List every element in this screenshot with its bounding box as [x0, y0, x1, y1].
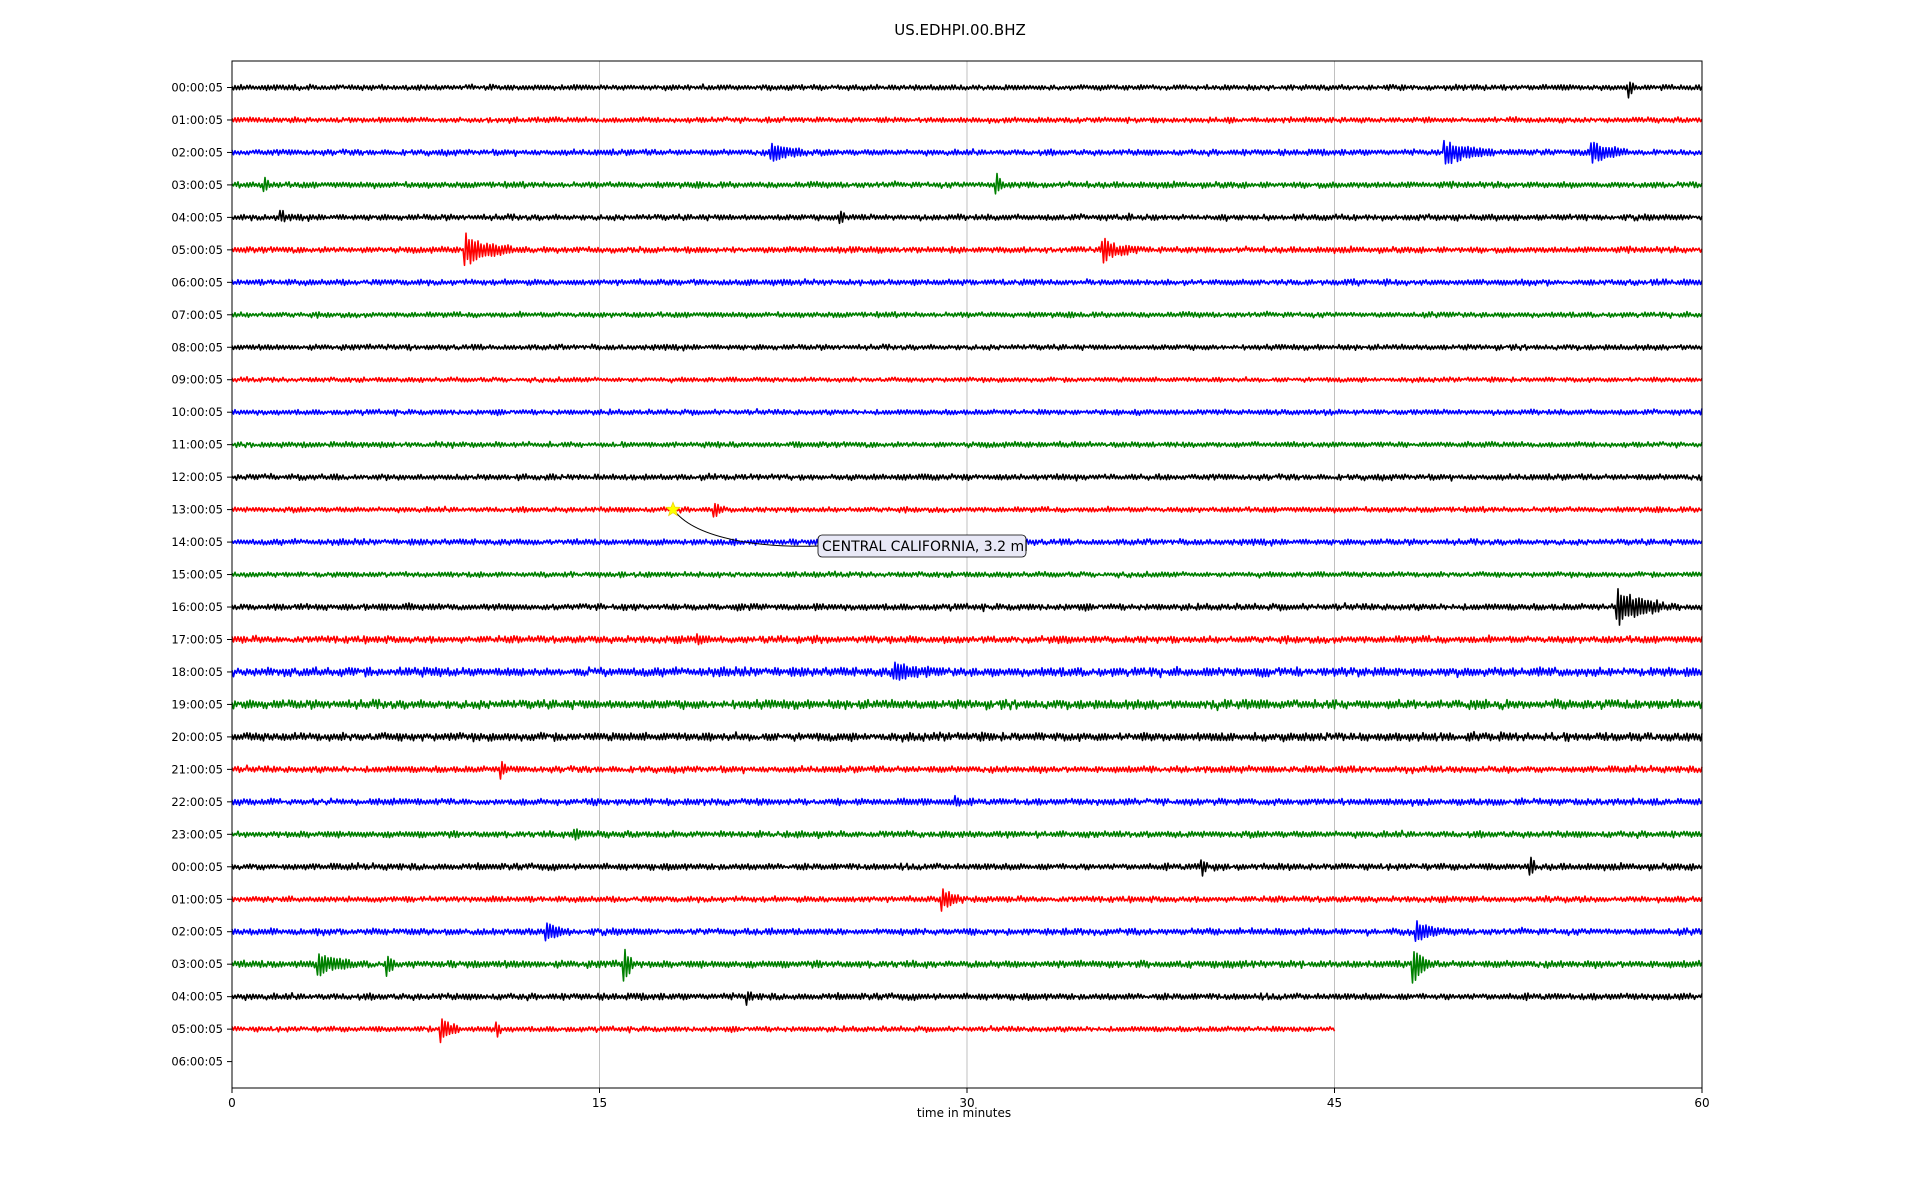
trace-row — [231, 794, 1703, 807]
trace-row — [231, 408, 1703, 417]
row-time-labels: 00:00:05 01:00:05 02:00:05 03:00:05 04:00:05… — [171, 81, 232, 1069]
trace-row — [231, 172, 1703, 195]
x-axis-ticks: 0 15 30 45 60 — [228, 1088, 1710, 1110]
x-tick-label: 30 — [959, 1096, 974, 1110]
row-time-label: 03:00:05 — [171, 178, 223, 192]
x-axis-label: time in minutes — [917, 1106, 1011, 1120]
trace-row — [231, 278, 1703, 287]
trace-row — [231, 1018, 1336, 1044]
row-time-label: 00:00:05 — [171, 81, 223, 95]
row-time-label: 01:00:05 — [171, 113, 223, 127]
row-time-label: 11:00:05 — [171, 438, 223, 452]
row-time-label: 22:00:05 — [171, 795, 223, 809]
trace-row — [231, 343, 1703, 352]
trace-row — [231, 502, 1703, 518]
trace-row — [231, 588, 1703, 626]
row-time-label: 08:00:05 — [171, 340, 223, 354]
row-time-label: 14:00:05 — [171, 535, 223, 549]
row-time-label: 18:00:05 — [171, 665, 223, 679]
row-time-label: 09:00:05 — [171, 373, 223, 387]
annotation-connector — [674, 511, 819, 547]
row-time-label: 06:00:05 — [171, 275, 223, 289]
row-time-label: 07:00:05 — [171, 308, 223, 322]
row-time-label: 12:00:05 — [171, 470, 223, 484]
trace-row — [231, 920, 1703, 942]
x-tick-label: 15 — [592, 1096, 607, 1110]
trace-row — [231, 310, 1703, 319]
row-time-label: 23:00:05 — [171, 827, 223, 841]
row-time-label: 21:00:05 — [171, 762, 223, 776]
row-time-label: 15:00:05 — [171, 568, 223, 582]
row-time-label: 04:00:05 — [171, 990, 223, 1004]
trace-row — [231, 760, 1703, 780]
x-tick-label: 45 — [1327, 1096, 1342, 1110]
row-time-label: 01:00:05 — [171, 892, 223, 906]
trace-row — [231, 698, 1703, 712]
row-time-label: 17:00:05 — [171, 632, 223, 646]
row-time-label: 16:00:05 — [171, 600, 223, 614]
trace-row — [231, 570, 1703, 579]
annotation-box — [817, 534, 1027, 558]
trace-row — [231, 440, 1703, 449]
trace-row — [231, 232, 1703, 267]
trace-row — [231, 376, 1703, 384]
trace-row — [231, 991, 1703, 1006]
trace-row — [231, 661, 1703, 681]
seismogram-traces — [231, 81, 1703, 1044]
trace-row — [231, 139, 1703, 165]
row-time-label: 00:00:05 — [171, 860, 223, 874]
row-time-label: 04:00:05 — [171, 210, 223, 224]
trace-row — [231, 856, 1703, 877]
trace-row — [231, 81, 1703, 99]
trace-row — [231, 116, 1703, 125]
row-time-label: 20:00:05 — [171, 730, 223, 744]
trace-row — [231, 472, 1703, 482]
row-time-label: 06:00:05 — [171, 1055, 223, 1069]
row-time-label: 19:00:05 — [171, 697, 223, 711]
trace-row — [231, 888, 1703, 912]
row-time-label: 05:00:05 — [171, 1022, 223, 1036]
trace-row — [231, 730, 1703, 743]
row-time-label: 13:00:05 — [171, 503, 223, 517]
row-time-label: 02:00:05 — [171, 925, 223, 939]
trace-row — [231, 209, 1703, 225]
row-time-label: 05:00:05 — [171, 243, 223, 257]
event-annotations: CENTRAL CALIFORNIA, 3.2 ml — [665, 501, 1028, 558]
annotation-label: CENTRAL CALIFORNIA, 3.2 ml — [822, 539, 1028, 555]
row-time-label: 02:00:05 — [171, 145, 223, 159]
row-time-label: 03:00:05 — [171, 957, 223, 971]
trace-row — [231, 633, 1703, 646]
x-tick-label: 60 — [1694, 1096, 1709, 1110]
event-star-marker — [665, 501, 681, 517]
x-tick-label: 0 — [228, 1096, 236, 1110]
trace-row — [231, 828, 1703, 841]
chart-title: US.EDHPI.00.BHZ — [894, 21, 1026, 39]
trace-row — [231, 948, 1703, 984]
row-time-label: 10:00:05 — [171, 405, 223, 419]
